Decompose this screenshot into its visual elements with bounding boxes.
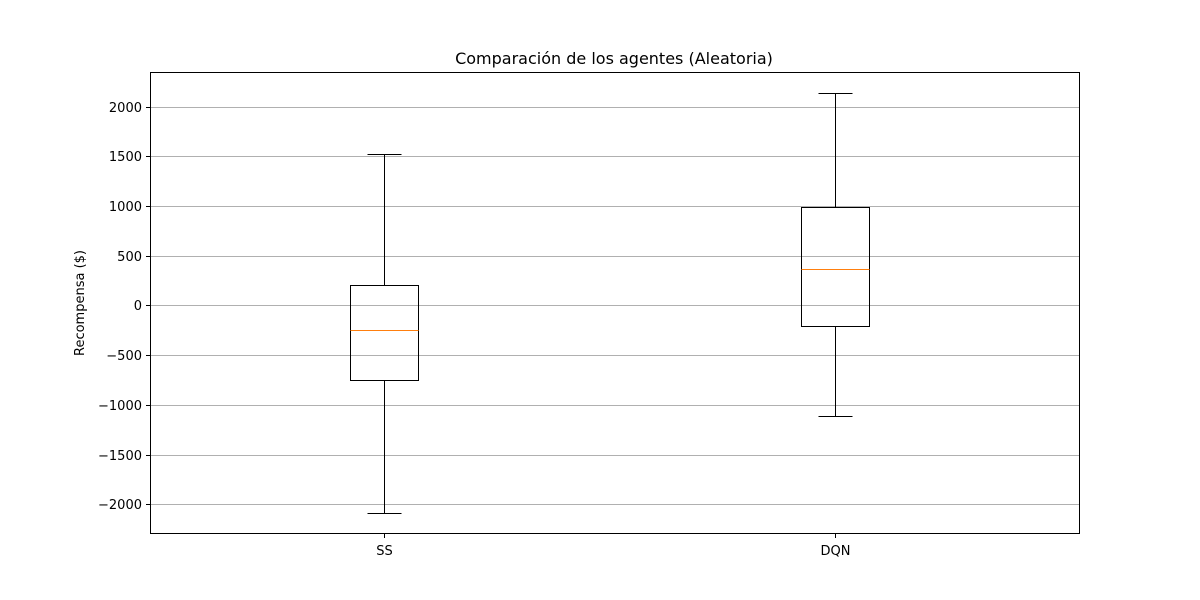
iqr-box	[801, 207, 870, 327]
y-tick-label: 2000	[109, 101, 142, 116]
box-ss	[350, 154, 419, 514]
chart-title: Comparación de los agentes (Aleatoria)	[455, 49, 773, 68]
y-tick-label: 500	[117, 250, 142, 265]
x-axis-ticks: SS DQN	[376, 534, 850, 559]
y-tick-label: 1500	[109, 150, 142, 165]
y-tick-label: 1000	[109, 200, 142, 215]
plot-area-frame	[150, 72, 1080, 534]
iqr-box	[350, 285, 419, 381]
y-tick-label: −500	[106, 349, 142, 364]
grid-lines	[150, 107, 1080, 505]
box-dqn	[801, 93, 870, 417]
y-tick-label: −1500	[98, 449, 142, 464]
x-tick-label: DQN	[821, 544, 851, 559]
y-tick-label: −1000	[98, 399, 142, 414]
x-tick-label: SS	[376, 544, 393, 559]
y-axis-label: Recompensa ($)	[73, 250, 88, 356]
y-axis-ticks: 2000 1500 1000 500 0 −500 −1000 −1500 −2000	[98, 101, 150, 513]
y-tick-label: −2000	[98, 498, 142, 513]
boxes	[350, 93, 870, 514]
y-tick-label: 0	[134, 299, 142, 314]
